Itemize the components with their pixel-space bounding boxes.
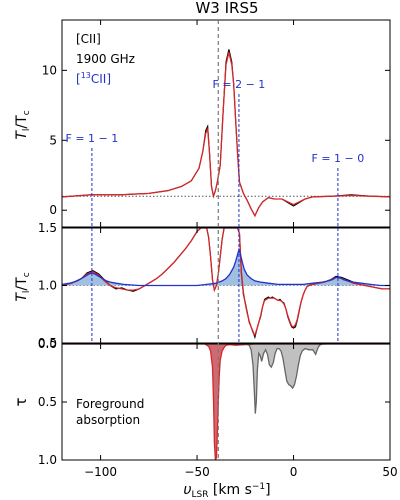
ytick-label-bottom-2: 1.0 xyxy=(38,453,57,467)
series-line-middle-2 xyxy=(62,247,390,287)
annotation-foreground: Foreground xyxy=(76,397,144,411)
x-label-unit: [km s xyxy=(208,482,251,498)
plot-area-middle xyxy=(62,228,390,340)
y-label-top-den: /T xyxy=(14,115,30,129)
y-label-top-main: T xyxy=(14,130,30,140)
annotation-13cii-sup: 13 xyxy=(81,71,91,80)
ytick-label-top-1: 5 xyxy=(49,133,57,147)
x-label-unit-close: ] xyxy=(265,482,270,498)
y-label-mid-sub1: l xyxy=(22,291,32,294)
hyperfine-label-0: F = 1 − 1 xyxy=(66,132,119,145)
annotation-13cii-rest: CII] xyxy=(91,72,111,86)
annotation-13cii: [13CII] xyxy=(76,71,111,86)
hyperfine-label-1: F = 2 − 1 xyxy=(213,78,266,91)
ytick-label-middle-2: 1.5 xyxy=(38,221,57,235)
xtick-label-1: −50 xyxy=(184,465,209,479)
chart-title: W3 IRS5 xyxy=(195,0,258,17)
panel-top-clines: 0 5 10 xyxy=(42,19,391,228)
x-axis-label: υLSR [km s−1] xyxy=(183,482,270,500)
y-label-mid-main: T xyxy=(14,292,30,302)
hyperfine-label-2: F = 1 − 0 xyxy=(312,152,365,165)
y-axis-label-middle: Tl/Tc xyxy=(14,272,32,301)
y-axis-label-top: Tl/Tc xyxy=(14,110,32,139)
series-line-bottom-1 xyxy=(235,344,327,414)
panel-bottom-tau: 0.00.51.0−100 −50 0 50 xyxy=(38,337,398,479)
ytick-label-middle-0: 0.5 xyxy=(38,336,57,350)
plot-area-bottom xyxy=(62,344,390,460)
y-label-top-sub2: c xyxy=(22,110,32,115)
y-axis-label-bottom: τ xyxy=(12,397,30,406)
series-line-top-1 xyxy=(62,52,390,218)
ytick-label-middle-1: 1.0 xyxy=(38,279,57,293)
series-line-middle-1 xyxy=(62,228,390,337)
y-label-mid-sub2: c xyxy=(22,272,32,277)
series-fill-bottom-1 xyxy=(235,344,327,414)
x-label-unit-sup: −1 xyxy=(252,482,265,492)
panel-middle-zoom: 0.5 1.0 1.5 xyxy=(38,221,391,350)
plot-area-top xyxy=(62,49,390,218)
annotation-cii: [CII] xyxy=(76,32,101,46)
annotation-13cii-bracket: [ xyxy=(76,72,81,86)
x-label-sub: LSR xyxy=(191,490,208,500)
annotation-absorption: absorption xyxy=(76,413,140,427)
annotation-frequency: 1900 GHz xyxy=(76,52,135,66)
series-fill-middle-2 xyxy=(62,249,390,286)
y-label-top-sub1: l xyxy=(22,129,32,132)
ytick-label-bottom-0: 0.0 xyxy=(38,337,57,351)
ytick-label-top-2: 10 xyxy=(42,63,57,77)
xtick-label-3: 50 xyxy=(382,465,397,479)
ytick-label-top-0: 0 xyxy=(49,203,57,217)
series-line-bottom-0 xyxy=(62,344,390,460)
ytick-label-bottom-1: 0.5 xyxy=(38,395,57,409)
y-label-mid-den: /T xyxy=(14,277,30,291)
xtick-label-2: 0 xyxy=(290,465,298,479)
xtick-label-0: −100 xyxy=(84,465,117,479)
x-label-main: υ xyxy=(183,482,191,498)
frame-top xyxy=(61,19,391,228)
